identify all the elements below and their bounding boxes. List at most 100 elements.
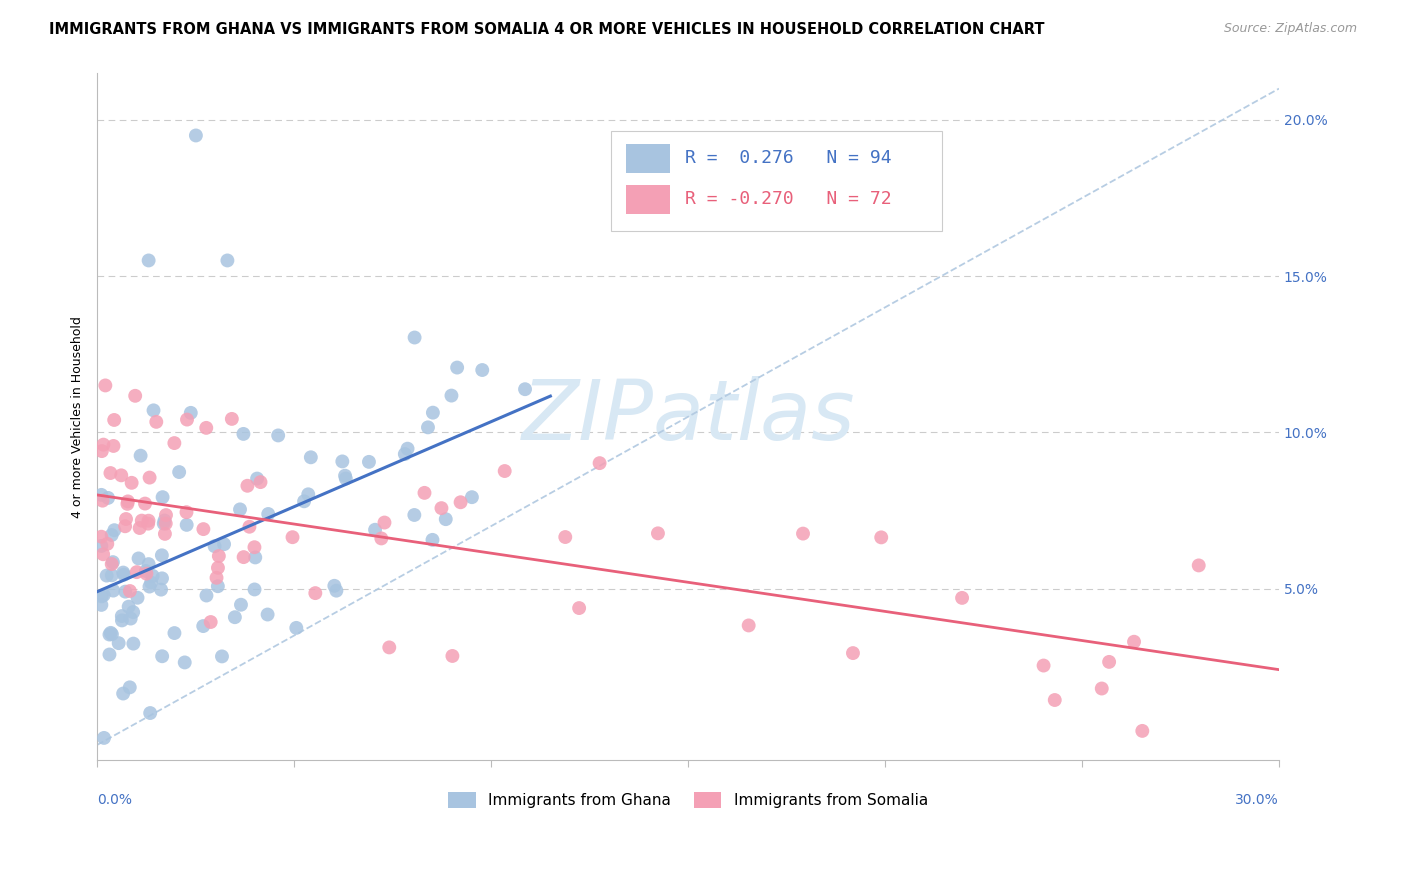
Point <box>211 649 233 664</box>
Point <box>90 444 112 458</box>
Point <box>155 508 177 522</box>
Point <box>107 636 129 650</box>
Point <box>112 687 135 701</box>
Point <box>91 547 114 561</box>
Point <box>155 516 177 531</box>
Point <box>208 549 231 563</box>
Point <box>142 403 165 417</box>
Point <box>176 505 198 519</box>
Point <box>117 497 139 511</box>
Point <box>236 479 259 493</box>
Point <box>139 575 162 590</box>
Point <box>90 539 112 553</box>
Point <box>125 565 148 579</box>
Point <box>121 475 143 490</box>
Point <box>434 512 457 526</box>
Point <box>870 530 893 544</box>
Point <box>243 582 266 597</box>
Text: ZIPatlas: ZIPatlas <box>522 376 855 458</box>
Point <box>112 567 135 582</box>
Point <box>330 454 353 468</box>
Point <box>441 648 464 663</box>
Point <box>232 550 254 565</box>
Point <box>554 530 576 544</box>
Point <box>150 549 173 563</box>
FancyBboxPatch shape <box>612 131 942 231</box>
Point <box>100 466 122 480</box>
Point <box>1043 693 1066 707</box>
Point <box>138 470 160 484</box>
Point <box>90 598 112 612</box>
Point <box>207 579 229 593</box>
Point <box>200 615 222 629</box>
Text: 30.0%: 30.0% <box>1236 793 1279 807</box>
Point <box>135 566 157 581</box>
Point <box>101 627 124 641</box>
Point <box>136 516 159 531</box>
Point <box>323 579 346 593</box>
Point <box>184 128 207 143</box>
Point <box>103 523 125 537</box>
Point <box>114 519 136 533</box>
Point <box>446 360 468 375</box>
Point <box>430 501 453 516</box>
Point <box>257 507 280 521</box>
Point <box>373 516 395 530</box>
Point <box>396 442 419 456</box>
Point <box>304 586 326 600</box>
Point <box>737 618 759 632</box>
Point <box>90 590 112 604</box>
Point <box>111 609 134 624</box>
Point <box>461 490 484 504</box>
Point <box>212 537 235 551</box>
Point <box>90 488 112 502</box>
Point <box>292 494 315 508</box>
Point <box>100 528 122 542</box>
Point <box>217 253 239 268</box>
Point <box>98 648 121 662</box>
Point <box>333 468 356 483</box>
Point <box>142 569 165 583</box>
Point <box>299 450 322 465</box>
Point <box>131 514 153 528</box>
Point <box>96 537 118 551</box>
Point <box>124 389 146 403</box>
Point <box>122 637 145 651</box>
Point <box>138 253 160 268</box>
Point <box>115 512 138 526</box>
Point <box>471 363 494 377</box>
Point <box>394 447 416 461</box>
Point <box>100 557 122 571</box>
Point <box>101 568 124 582</box>
Point <box>138 580 160 594</box>
Point <box>103 583 125 598</box>
Y-axis label: 4 or more Vehicles in Household: 4 or more Vehicles in Household <box>72 316 84 517</box>
Point <box>568 601 591 615</box>
Point <box>138 514 160 528</box>
Point <box>180 406 202 420</box>
Point <box>413 486 436 500</box>
Point <box>1098 655 1121 669</box>
Point <box>404 330 426 344</box>
Point <box>285 621 308 635</box>
Point <box>950 591 973 605</box>
Point <box>112 566 135 580</box>
Point <box>325 583 347 598</box>
Text: 0.0%: 0.0% <box>97 793 132 807</box>
Point <box>167 465 190 479</box>
Point <box>842 646 865 660</box>
Point <box>103 413 125 427</box>
Point <box>118 599 141 614</box>
Point <box>103 439 125 453</box>
Point <box>229 502 252 516</box>
Point <box>335 472 357 486</box>
Point <box>364 523 387 537</box>
Point <box>139 706 162 720</box>
Point <box>792 526 814 541</box>
Point <box>96 568 118 582</box>
Text: IMMIGRANTS FROM GHANA VS IMMIGRANTS FROM SOMALIA 4 OR MORE VEHICLES IN HOUSEHOLD: IMMIGRANTS FROM GHANA VS IMMIGRANTS FROM… <box>49 22 1045 37</box>
Point <box>153 526 176 541</box>
Point <box>176 517 198 532</box>
Point <box>134 497 156 511</box>
Legend: Immigrants from Ghana, Immigrants from Somalia: Immigrants from Ghana, Immigrants from S… <box>443 786 934 814</box>
